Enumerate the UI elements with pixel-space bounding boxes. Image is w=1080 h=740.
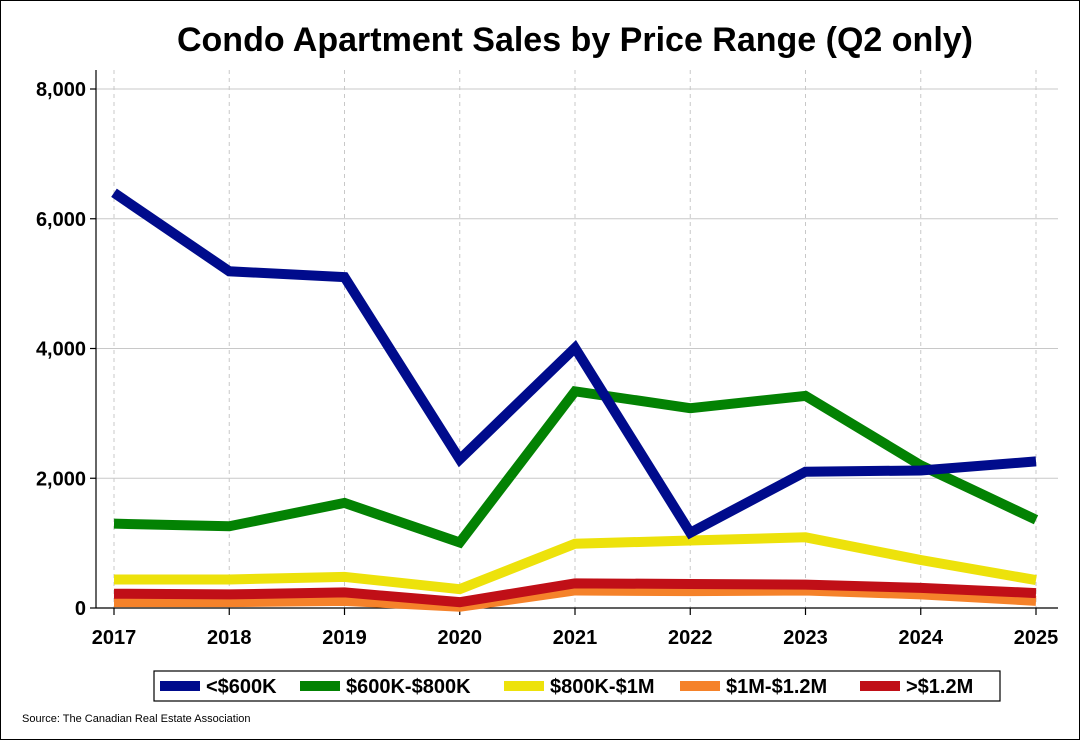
series-line-3: [114, 585, 1037, 612]
series-line-1: [113, 385, 1039, 549]
tick-labels: 0 2,000 4,000 6,000 8,000 2017 2018 2019 2020 202…: [36, 79, 1058, 649]
legend-label-4: >$1.2M: [906, 676, 973, 698]
x-tick-label: 2021: [553, 627, 598, 649]
x-tick-label: 2019: [322, 627, 367, 649]
series-line-2: [114, 532, 1037, 595]
legend-label-1: $600K-$800K: [346, 676, 471, 698]
chart-title: Condo Apartment Sales by Price Range (Q2…: [177, 21, 973, 59]
grid: [96, 70, 1058, 608]
series-line-4: [113, 578, 1037, 608]
x-tick-label: 2020: [438, 627, 483, 649]
y-tick-label: 8,000: [36, 79, 86, 101]
legend: <$600K $600K-$800K $800K-$1M $1M-$1.2M >$1.2…: [153, 670, 1001, 702]
x-tick-label: 2018: [207, 627, 252, 649]
series-layer: [111, 188, 1039, 612]
x-tick-label: 2017: [92, 627, 137, 649]
x-tick-label: 2022: [668, 627, 713, 649]
legend-label-0: <$600K: [206, 676, 277, 698]
legend-label-2: $800K-$1M: [550, 676, 655, 698]
legend-box: [153, 670, 1001, 702]
x-tick-label: 2025: [1014, 627, 1059, 649]
y-tick-label: 2,000: [36, 468, 86, 490]
x-tick-label: 2023: [783, 627, 828, 649]
y-tick-label: 0: [75, 598, 86, 620]
legend-label-3: $1M-$1.2M: [726, 676, 827, 698]
series-line-0: [111, 188, 1037, 540]
y-tick-label: 6,000: [36, 209, 86, 231]
x-tick-label: 2024: [899, 627, 944, 649]
source-note: Source: The Canadian Real Estate Associa…: [22, 713, 251, 725]
y-tick-label: 4,000: [36, 339, 86, 361]
